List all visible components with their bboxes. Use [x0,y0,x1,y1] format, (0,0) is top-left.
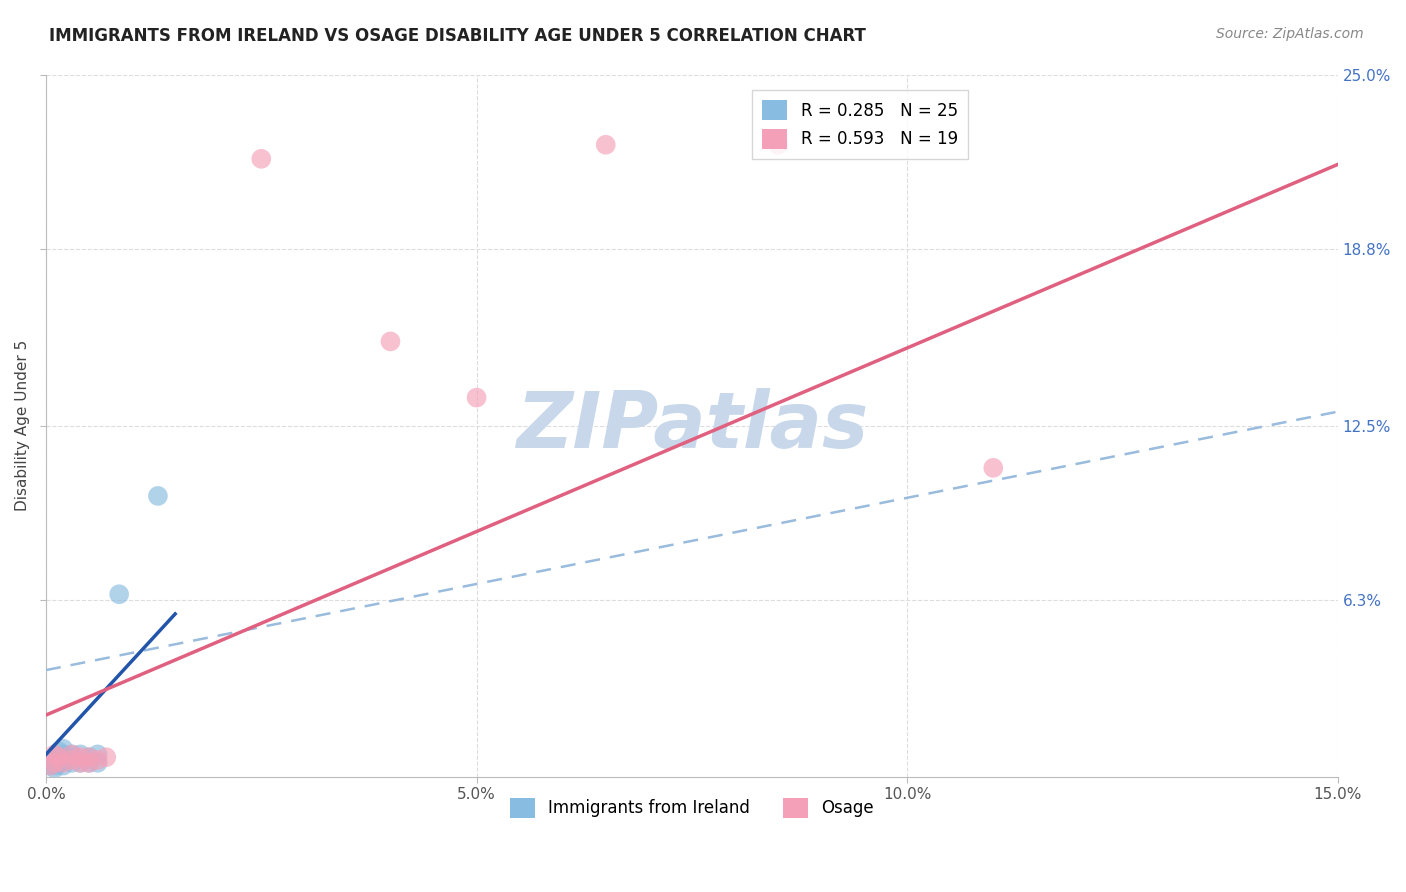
Point [86,756,108,770]
Point [48,750,70,764]
Point [56,753,79,767]
Point [250,152,273,166]
Point [39,758,62,772]
Point [69,750,91,764]
Point [69,747,91,762]
Point [44,761,66,775]
Point [48,750,70,764]
Point [60,753,83,767]
Point [48,756,70,770]
Point [465,391,488,405]
Point [77,756,100,770]
Point [981,460,1004,475]
Point [39,758,62,772]
Point [86,753,108,767]
Point [52,741,75,756]
Point [39,753,62,767]
Y-axis label: Disability Age Under 5: Disability Age Under 5 [15,340,30,511]
Point [380,334,402,349]
Point [52,753,75,767]
Point [77,750,100,764]
Point [146,489,169,503]
Point [52,756,75,770]
Point [46,750,69,764]
Point [86,747,108,762]
Point [44,747,66,762]
Text: Source: ZipAtlas.com: Source: ZipAtlas.com [1216,27,1364,41]
Point [108,587,131,601]
Point [60,747,83,762]
Point [45,758,67,772]
Point [595,137,617,152]
Point [52,758,75,772]
Legend: Immigrants from Ireland, Osage: Immigrants from Ireland, Osage [503,791,880,825]
Point [69,756,91,770]
Text: ZIPatlas: ZIPatlas [516,388,868,464]
Point [77,756,100,770]
Point [52,747,75,762]
Point [96,750,118,764]
Point [60,756,83,770]
Point [44,756,66,770]
Point [69,756,91,770]
Point [766,137,789,152]
Point [44,753,66,767]
Text: IMMIGRANTS FROM IRELAND VS OSAGE DISABILITY AGE UNDER 5 CORRELATION CHART: IMMIGRANTS FROM IRELAND VS OSAGE DISABIL… [49,27,866,45]
Point [48,745,70,759]
Point [41,756,63,770]
Point [60,747,83,762]
Point [77,750,100,764]
